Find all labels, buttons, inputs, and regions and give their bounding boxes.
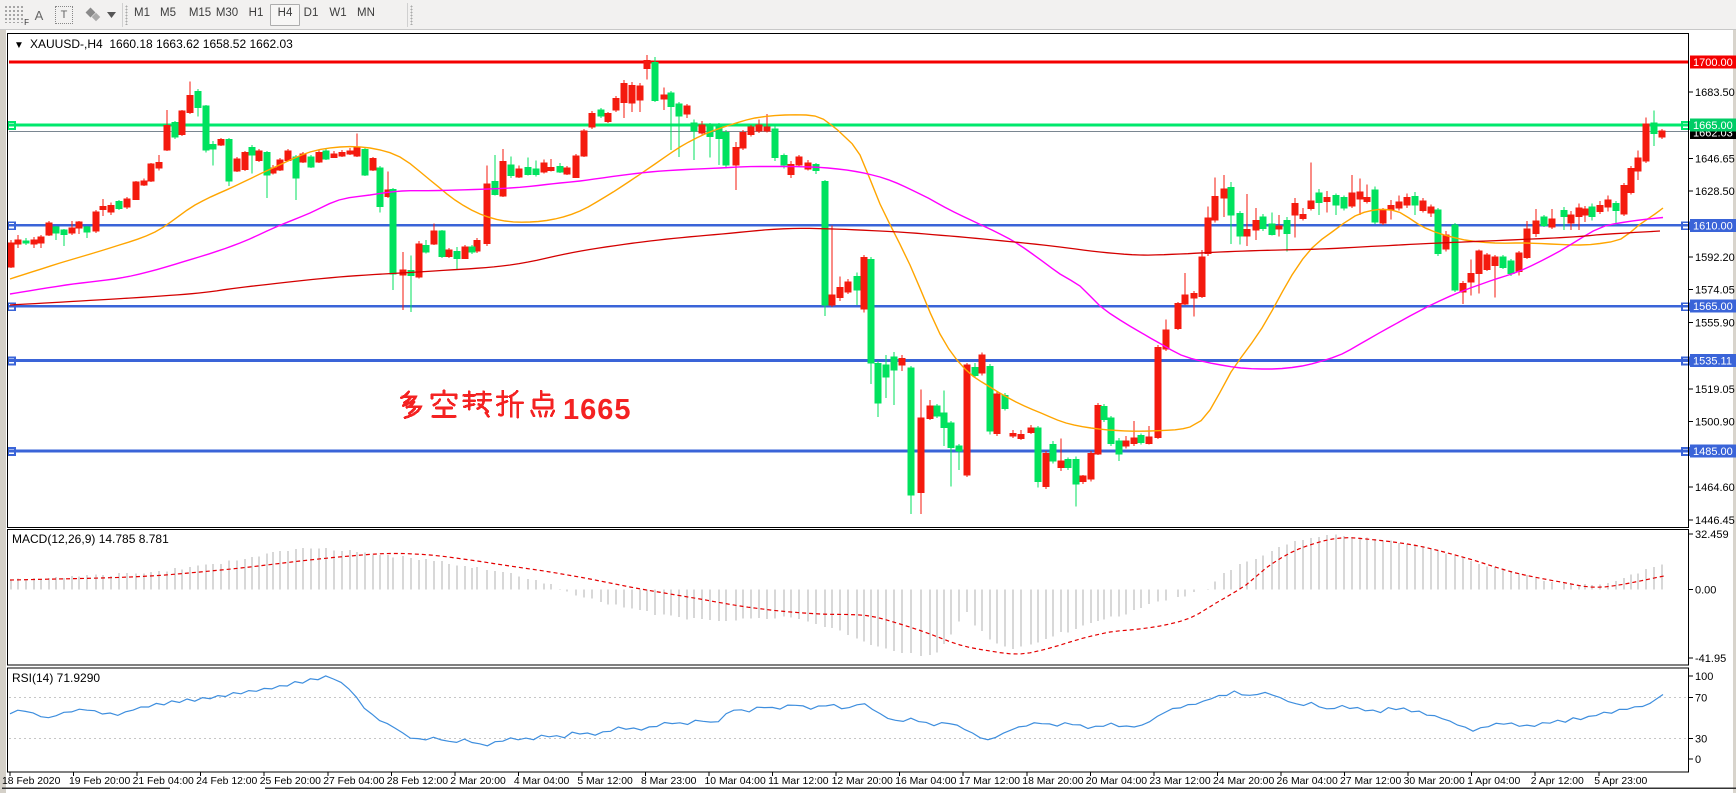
svg-text:24 Mar 20:00: 24 Mar 20:00	[1213, 776, 1274, 787]
svg-text:27 Mar 12:00: 27 Mar 12:00	[1340, 776, 1401, 787]
svg-text:1464.60: 1464.60	[1695, 482, 1735, 494]
svg-text:0: 0	[1695, 754, 1701, 766]
svg-text:0.00: 0.00	[1695, 585, 1716, 597]
svg-text:1665.00: 1665.00	[1693, 120, 1733, 132]
svg-text:-41.95: -41.95	[1695, 653, 1726, 665]
svg-text:100: 100	[1695, 671, 1713, 683]
svg-text:1535.11: 1535.11	[1693, 356, 1732, 368]
svg-text:4 Mar 04:00: 4 Mar 04:00	[514, 776, 570, 787]
svg-text:10 Mar 04:00: 10 Mar 04:00	[705, 776, 766, 787]
svg-text:1446.45: 1446.45	[1695, 515, 1735, 527]
svg-text:1665: 1665	[563, 394, 632, 426]
svg-text:17 Mar 12:00: 17 Mar 12:00	[959, 776, 1020, 787]
svg-text:1700.00: 1700.00	[1693, 57, 1733, 69]
svg-text:1574.05: 1574.05	[1695, 285, 1735, 297]
svg-text:MACD(12,26,9) 14.785 8.781: MACD(12,26,9) 14.785 8.781	[12, 532, 169, 546]
svg-text:11 Mar 12:00: 11 Mar 12:00	[768, 776, 829, 787]
svg-text:1555.90: 1555.90	[1695, 317, 1735, 329]
svg-text:XAUUSD-,H4 1660.18 1663.62 16: XAUUSD-,H4 1660.18 1663.62 1658.52 1662.…	[30, 37, 293, 51]
svg-text:19 Feb 20:00: 19 Feb 20:00	[69, 776, 130, 787]
svg-text:1628.50: 1628.50	[1695, 186, 1735, 198]
svg-text:1500.90: 1500.90	[1695, 417, 1735, 429]
svg-text:RSI(14) 71.9290: RSI(14) 71.9290	[12, 671, 100, 685]
svg-text:25 Feb 20:00: 25 Feb 20:00	[260, 776, 321, 787]
svg-text:28 Feb 12:00: 28 Feb 12:00	[387, 776, 448, 787]
svg-text:1683.50: 1683.50	[1695, 87, 1735, 99]
svg-text:12 Mar 20:00: 12 Mar 20:00	[832, 776, 893, 787]
svg-text:1485.00: 1485.00	[1693, 446, 1733, 458]
svg-text:27 Feb 04:00: 27 Feb 04:00	[323, 776, 384, 787]
svg-text:1592.20: 1592.20	[1695, 252, 1735, 264]
svg-text:70: 70	[1695, 693, 1707, 705]
svg-text:▼: ▼	[14, 40, 24, 51]
svg-text:8 Mar 23:00: 8 Mar 23:00	[641, 776, 697, 787]
svg-text:2 Mar 20:00: 2 Mar 20:00	[450, 776, 506, 787]
svg-text:21 Feb 04:00: 21 Feb 04:00	[133, 776, 194, 787]
svg-text:1610.00: 1610.00	[1693, 220, 1733, 232]
svg-text:5 Apr 23:00: 5 Apr 23:00	[1594, 776, 1647, 787]
svg-text:32.459: 32.459	[1695, 529, 1729, 541]
svg-text:1 Apr 04:00: 1 Apr 04:00	[1467, 776, 1520, 787]
svg-text:30 Mar 20:00: 30 Mar 20:00	[1404, 776, 1465, 787]
svg-text:2 Apr 12:00: 2 Apr 12:00	[1531, 776, 1584, 787]
svg-text:23 Mar 12:00: 23 Mar 12:00	[1149, 776, 1210, 787]
svg-text:30: 30	[1695, 734, 1707, 746]
svg-text:18 Feb 2020: 18 Feb 2020	[2, 776, 61, 787]
svg-text:1646.65: 1646.65	[1695, 153, 1735, 165]
svg-text:5 Mar 12:00: 5 Mar 12:00	[577, 776, 633, 787]
svg-text:16 Mar 04:00: 16 Mar 04:00	[895, 776, 956, 787]
svg-text:18 Mar 20:00: 18 Mar 20:00	[1022, 776, 1083, 787]
svg-text:1565.00: 1565.00	[1693, 301, 1733, 313]
svg-text:26 Mar 04:00: 26 Mar 04:00	[1277, 776, 1338, 787]
svg-text:1519.05: 1519.05	[1695, 384, 1735, 396]
svg-text:24 Feb 12:00: 24 Feb 12:00	[196, 776, 257, 787]
svg-text:20 Mar 04:00: 20 Mar 04:00	[1086, 776, 1147, 787]
